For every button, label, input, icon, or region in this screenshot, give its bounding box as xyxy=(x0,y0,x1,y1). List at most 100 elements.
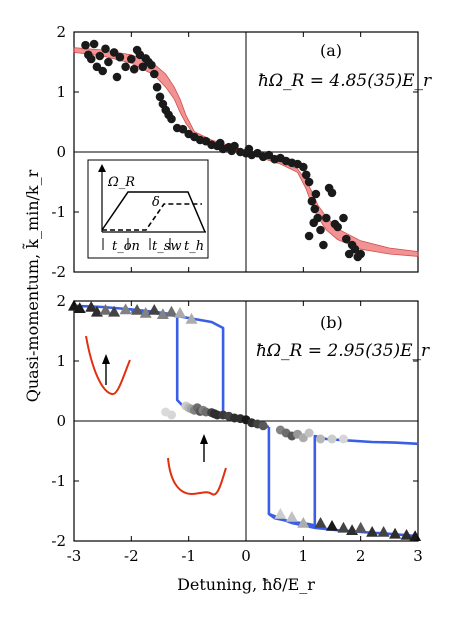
data-point xyxy=(127,54,136,64)
panel-a-inset: Ω_R δ t_on t_sw t_h xyxy=(87,159,209,259)
data-point-triangle xyxy=(389,527,402,539)
data-point xyxy=(319,240,328,250)
data-point-circle xyxy=(339,434,348,444)
data-point-circle xyxy=(304,428,314,438)
data-point-triangle xyxy=(337,521,350,533)
data-point xyxy=(304,177,314,187)
data-point-triangle xyxy=(99,304,112,315)
y-tick-label: 2 xyxy=(56,292,66,310)
data-point xyxy=(89,39,99,49)
x-tick-label: 3 xyxy=(413,547,423,565)
data-point xyxy=(350,244,360,254)
data-point-triangle xyxy=(314,517,327,528)
y-tick-label: -1 xyxy=(51,203,66,221)
data-point xyxy=(95,51,105,61)
data-point xyxy=(109,48,119,57)
panel-b-circles xyxy=(161,401,348,444)
y-axis-label: Quasi-momentum, k̃_min/k_r xyxy=(22,169,42,402)
data-point xyxy=(309,218,319,228)
y-tick-label: 1 xyxy=(56,83,66,101)
panel-a: 2 1 0 -1 -2 (a) ħΩ_R = 4.85(35)E_r Ω_R δ t_o… xyxy=(51,23,432,281)
data-point xyxy=(322,213,331,223)
data-point xyxy=(101,44,110,54)
theory-curve xyxy=(268,512,419,538)
x-tick-label: 2 xyxy=(356,547,366,565)
panel-a-annotation: ħΩ_R = 4.85(35)E_r xyxy=(258,71,432,91)
x-tick-label: -1 xyxy=(181,547,196,565)
x-axis-label: Detuning, ħδ/E_r xyxy=(177,575,315,594)
data-point xyxy=(316,225,325,235)
data-point xyxy=(356,249,366,259)
y-tick-label: 0 xyxy=(56,143,66,161)
y-tick-label: 1 xyxy=(56,352,66,370)
panel-a-ticks: 2 1 0 -1 -2 xyxy=(51,23,419,281)
inset-y-arrow xyxy=(98,164,106,172)
data-point xyxy=(86,54,96,64)
data-point-circle xyxy=(327,434,337,444)
inset-frame xyxy=(87,159,209,259)
data-point-triangle xyxy=(366,526,379,537)
theory-curve xyxy=(267,427,419,527)
data-point-circle xyxy=(316,434,325,444)
inset-tsw-label: t_sw xyxy=(152,239,182,254)
panel-b-label: (b) xyxy=(320,313,343,332)
data-point-triangle xyxy=(119,303,132,315)
panel-a-label: (a) xyxy=(320,41,342,60)
data-point xyxy=(167,114,176,124)
data-point-triangle xyxy=(90,305,103,317)
data-point xyxy=(98,66,107,76)
data-point xyxy=(115,52,125,62)
inset-ton-label: t_on xyxy=(112,239,140,254)
data-point xyxy=(104,57,113,67)
inset-th-label: t_h xyxy=(184,239,204,254)
data-point-triangle xyxy=(139,307,152,318)
data-point xyxy=(339,213,348,223)
panel-b: 210-1-2-3 -2 -1 0 1 2 3 (b) ħΩ_R = 2.95(35)E_r xyxy=(51,292,430,565)
data-point-triangle xyxy=(165,305,178,317)
data-point xyxy=(304,231,314,241)
data-point-triangle xyxy=(354,521,367,533)
data-point xyxy=(155,92,165,102)
potential-sketch-left xyxy=(85,335,131,395)
inset-rabi-ramp xyxy=(101,191,206,233)
data-point-triangle xyxy=(174,307,187,318)
potential-sketch-right xyxy=(167,457,227,496)
data-point-triangle xyxy=(326,520,338,531)
data-point-triangle xyxy=(346,524,359,535)
data-point-triangle xyxy=(85,301,98,312)
data-point-triangle xyxy=(377,526,390,537)
data-point xyxy=(178,124,188,134)
data-point xyxy=(301,170,311,180)
data-point xyxy=(147,60,156,70)
data-point-circle xyxy=(258,421,268,431)
inset-detuning-ramp xyxy=(102,203,202,231)
data-point-triangle xyxy=(148,304,161,315)
data-point-triangle xyxy=(185,313,198,324)
data-point xyxy=(152,82,162,92)
inset-delta-label: δ xyxy=(152,195,160,210)
data-point xyxy=(311,189,321,199)
panel-a-points xyxy=(81,39,366,262)
data-point-triangle xyxy=(108,305,121,317)
x-tick-label: 0 xyxy=(241,547,251,565)
data-point-triangle xyxy=(131,304,144,315)
x-tick-label: -2 xyxy=(124,547,139,565)
data-point xyxy=(333,222,343,232)
x-tick-label: -3 xyxy=(67,547,82,565)
y-tick-label: 0 xyxy=(56,412,66,430)
panel-b-triangles xyxy=(68,299,422,541)
data-point-triangle xyxy=(297,517,310,528)
data-point-triangle xyxy=(274,508,287,519)
data-point xyxy=(129,64,139,74)
data-point xyxy=(138,62,148,72)
data-point xyxy=(327,188,337,198)
data-point xyxy=(112,72,122,82)
data-point-triangle xyxy=(285,511,298,522)
inset-omega-label: Ω_R xyxy=(107,175,135,190)
x-tick-label: 1 xyxy=(299,547,309,565)
data-point xyxy=(307,196,317,206)
data-point xyxy=(299,162,308,172)
panel-b-annotation: ħΩ_R = 2.95(35)E_r xyxy=(256,341,430,361)
arrow-left-head xyxy=(102,354,110,364)
